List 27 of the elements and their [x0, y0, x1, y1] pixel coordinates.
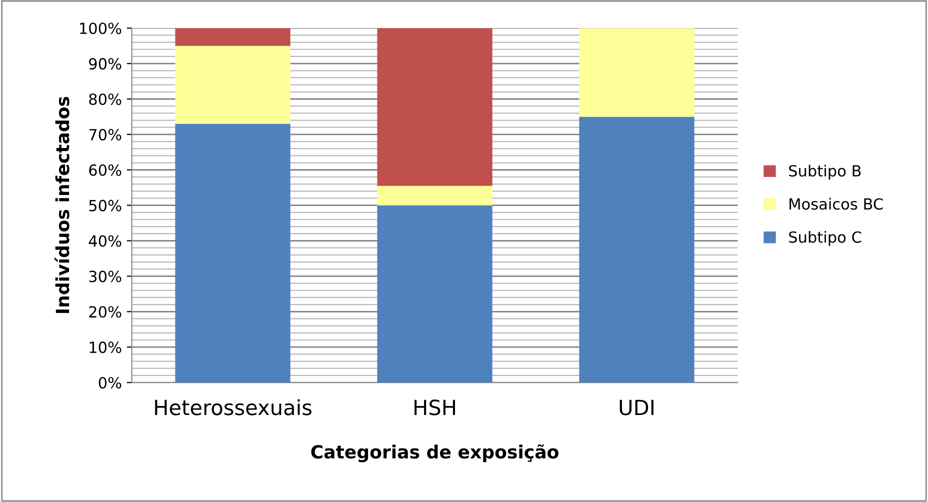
y-tick-label: 20% [89, 306, 122, 318]
bar [377, 28, 492, 186]
legend-label: Subtipo B [789, 164, 861, 180]
bar [175, 28, 290, 46]
y-tick-label: 60% [89, 164, 122, 176]
bar [377, 205, 492, 383]
y-axis-title: Indivíduos infectados [54, 96, 70, 313]
y-tick-label: 10% [90, 342, 122, 354]
bar [175, 46, 290, 124]
bar [175, 124, 290, 383]
x-tick-label: Heterossexuais [155, 399, 312, 416]
bar [579, 116, 694, 383]
bar [579, 28, 694, 117]
y-tick-label: 90% [89, 58, 122, 70]
bar [377, 186, 492, 206]
legend-label: Subtipo C [789, 231, 862, 246]
y-tick-label: 40% [88, 235, 122, 247]
y-tick-label: 0% [98, 376, 122, 389]
y-tick-label: 100% [80, 22, 122, 34]
y-tick-label: 70% [89, 128, 122, 140]
y-tick-label: 50% [89, 200, 122, 212]
x-tick-label: UDI [620, 400, 654, 416]
x-axis-title: Categorias de exposição [311, 444, 558, 462]
y-tick-label: 30% [89, 270, 122, 282]
x-tick-label: HSH [414, 400, 455, 416]
legend-label: Mosaicos BC [790, 198, 883, 210]
y-tick-label: 80% [89, 93, 122, 106]
